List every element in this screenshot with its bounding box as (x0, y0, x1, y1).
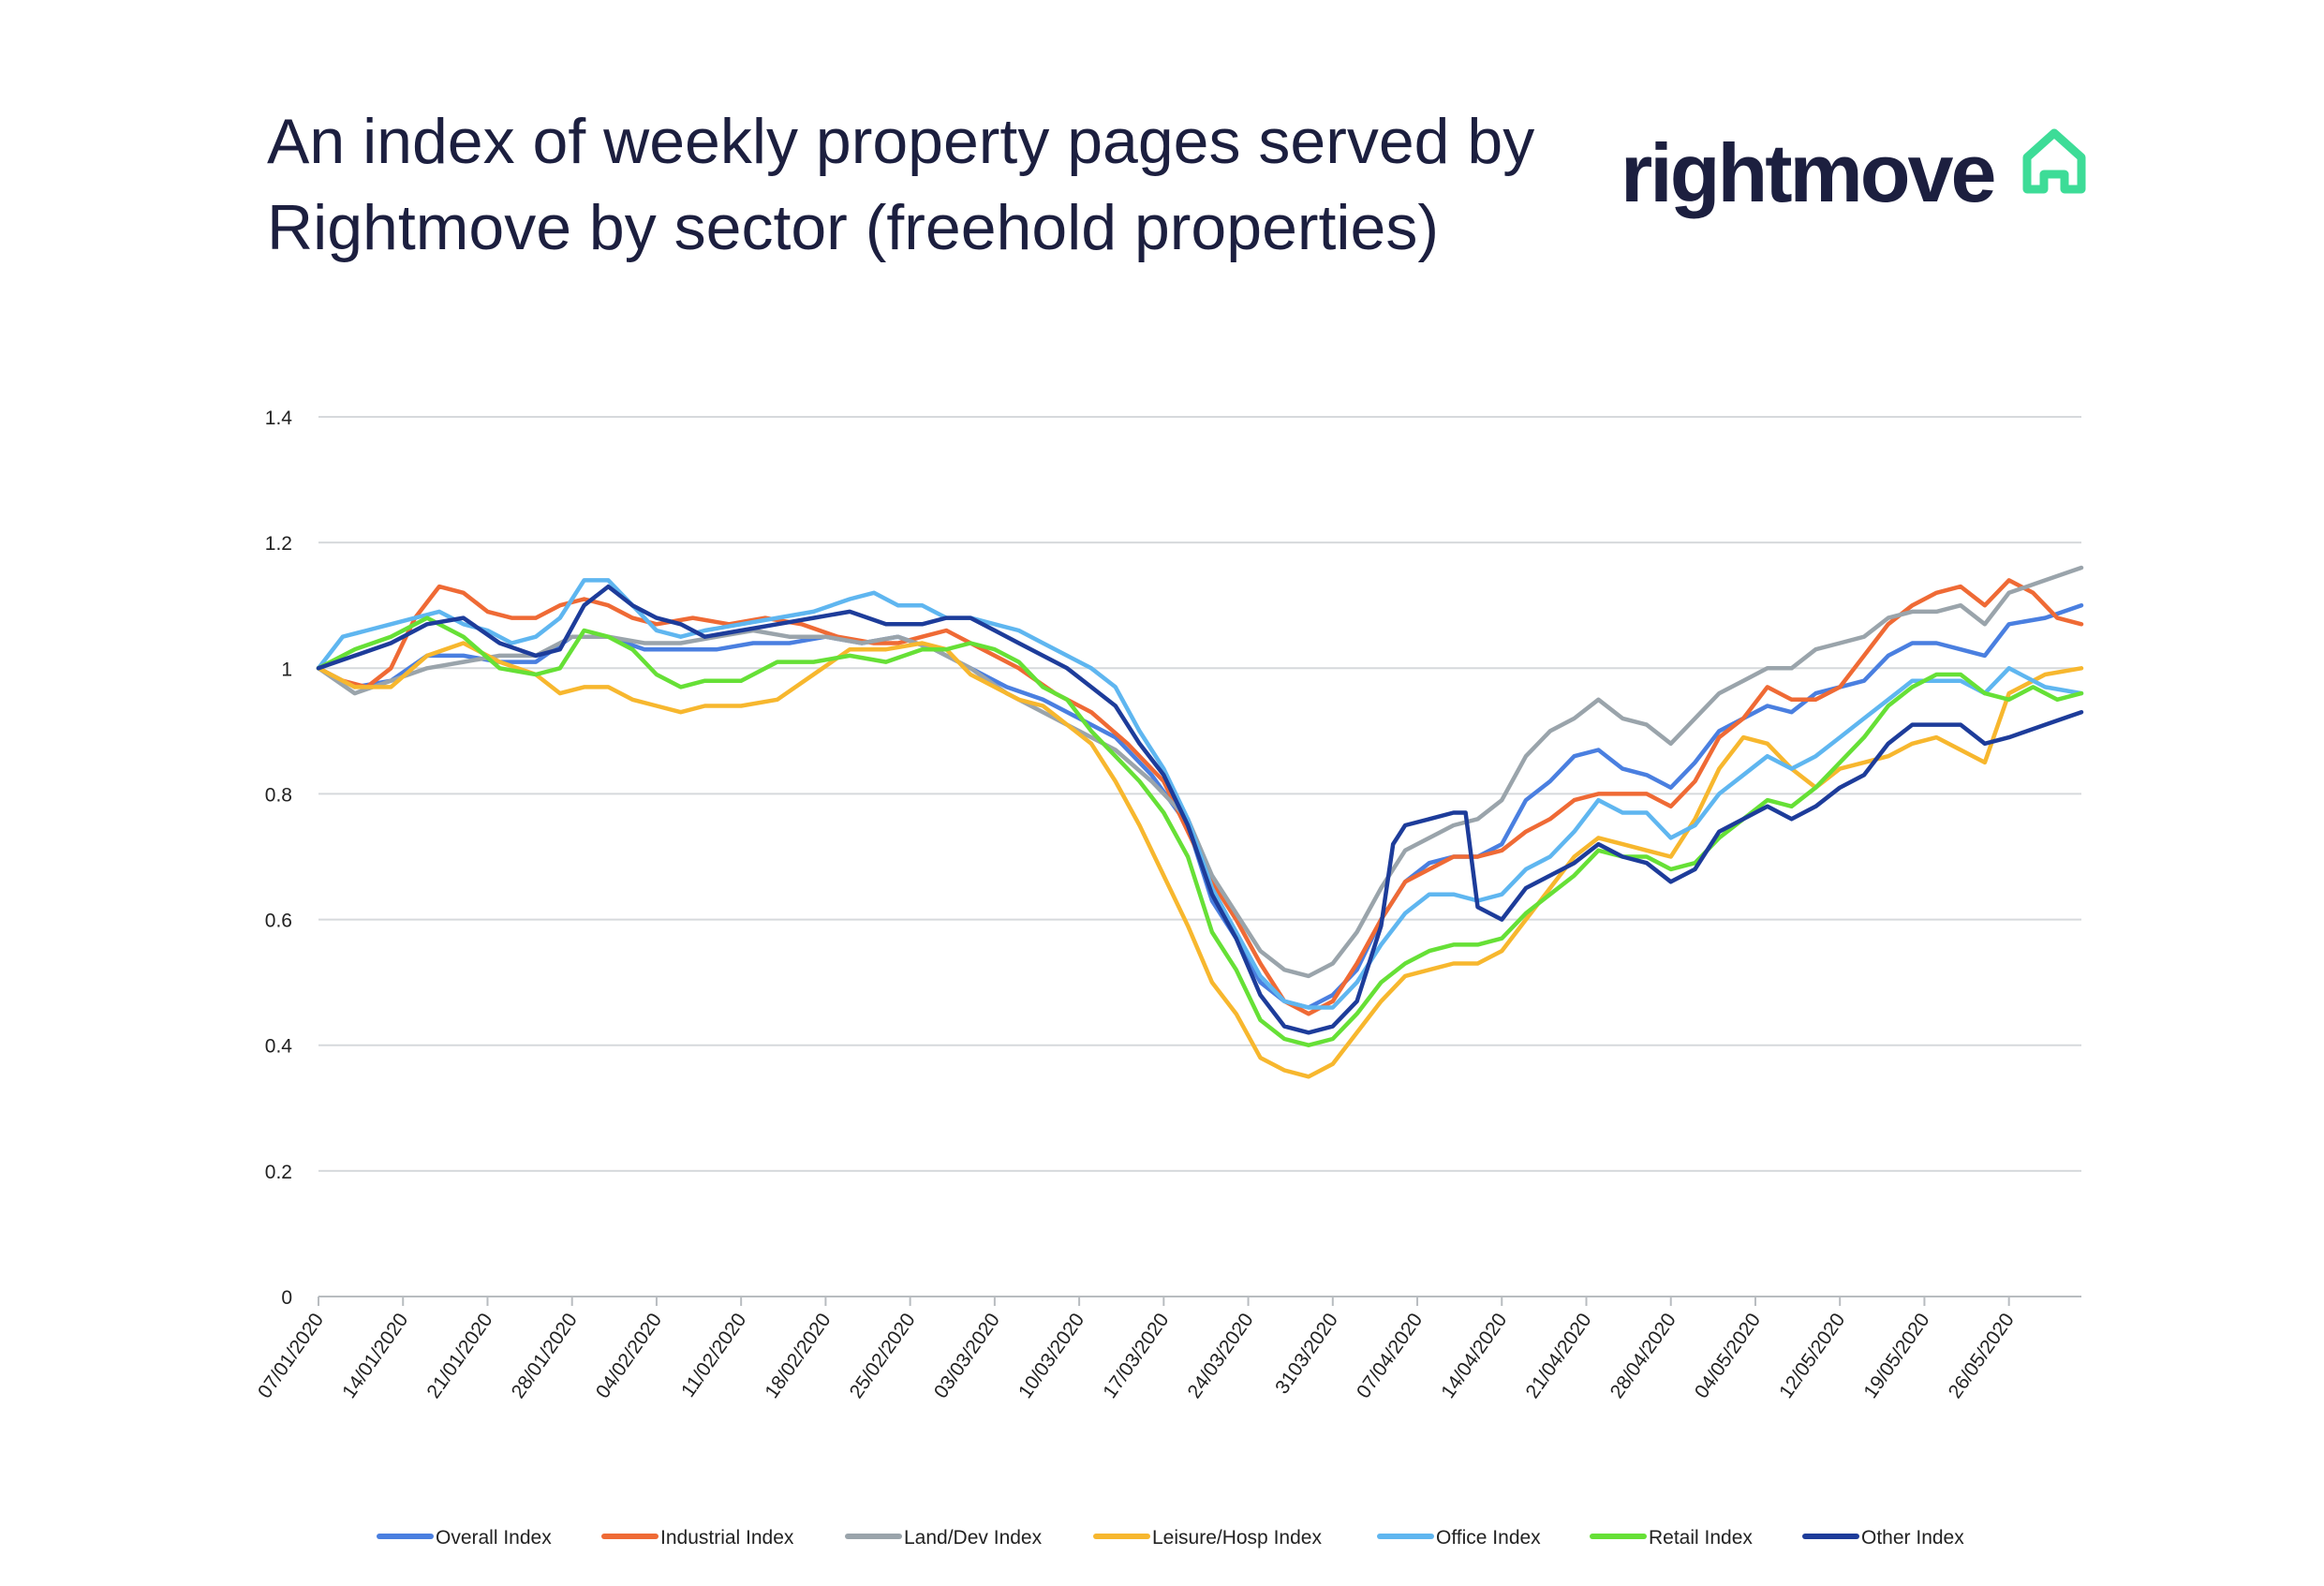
series-line-land-dev-index (316, 565, 2084, 979)
series-line-other-index (316, 584, 2084, 1035)
y-tick-label: 0 (281, 1287, 292, 1309)
x-tick-label: 26/05/2020 (1945, 1310, 2019, 1402)
x-tick-label: 3103/2020 (1271, 1310, 1342, 1399)
gridlines (318, 416, 2081, 1172)
x-tick-label: 12/05/2020 (1775, 1310, 1849, 1402)
x-tick-label: 14/04/2020 (1437, 1310, 1511, 1402)
y-tick-label: 0.2 (265, 1162, 292, 1183)
x-tick-label: 21/04/2020 (1521, 1310, 1595, 1402)
x-tick-label: 19/05/2020 (1859, 1310, 1933, 1402)
legend-label: Land/Dev Index (904, 1527, 1043, 1549)
legend-label: Retail Index (1649, 1527, 1753, 1549)
house-outline-icon (2022, 128, 2086, 194)
y-tick-label: 0.8 (265, 784, 292, 806)
y-tick-label: 1.2 (265, 533, 292, 555)
x-tick-label: 28/04/2020 (1606, 1310, 1680, 1402)
legend-label: Overall Index (436, 1527, 552, 1549)
y-tick-label: 0.4 (265, 1036, 293, 1058)
legend-label: Office Index (1436, 1527, 1541, 1549)
x-tick-label: 24/03/2020 (1184, 1310, 1258, 1402)
y-tick-label: 0.6 (265, 911, 292, 932)
legend-label: Industrial Index (660, 1527, 794, 1549)
rightmove-logo: rightmove (1621, 122, 2089, 244)
x-tick-label: 14/01/2020 (338, 1310, 412, 1402)
x-tick-label: 21/01/2020 (422, 1310, 496, 1402)
x-tick-label: 11/02/2020 (677, 1310, 750, 1401)
x-tick-label: 18/02/2020 (761, 1310, 835, 1402)
x-tick-label: 17/03/2020 (1099, 1310, 1173, 1402)
logo-wordmark: rightmove (1621, 126, 1996, 219)
series-line-retail-index (316, 615, 2084, 1047)
chart-title-line-1: An index of weekly property pages served… (267, 106, 1535, 177)
x-tick-label: 07/01/2020 (254, 1310, 328, 1402)
x-tick-label: 25/02/2020 (846, 1310, 920, 1402)
x-tick-label: 04/05/2020 (1691, 1310, 1765, 1402)
legend-label: Other Index (1861, 1527, 1964, 1549)
legend-label: Leisure/Hosp Index (1152, 1527, 1322, 1549)
axes: 0 0.2 0.4 0.6 0.8 1 1.2 1.4 07/01/2020 14/01/2020… (254, 408, 2081, 1402)
chart-title: An index of weekly property pages served… (267, 98, 1625, 271)
legend: Overall Index Industrial Index Land/Dev In… (377, 1527, 1964, 1549)
x-tick-label: 07/04/2020 (1353, 1310, 1427, 1402)
x-tick-label: 28/01/2020 (508, 1310, 582, 1402)
series-lines (316, 565, 2084, 1079)
y-tick-label: 1.4 (265, 408, 293, 429)
x-tick-label: 04/02/2020 (592, 1310, 666, 1402)
series-line-overall-index (316, 602, 2084, 1010)
y-tick-label: 1 (281, 659, 292, 680)
chart-title-line-2: Rightmove by sector (freehold properties… (267, 192, 1439, 263)
x-tick-label: 10/03/2020 (1014, 1310, 1088, 1402)
x-tick-label: 03/03/2020 (930, 1310, 1004, 1402)
